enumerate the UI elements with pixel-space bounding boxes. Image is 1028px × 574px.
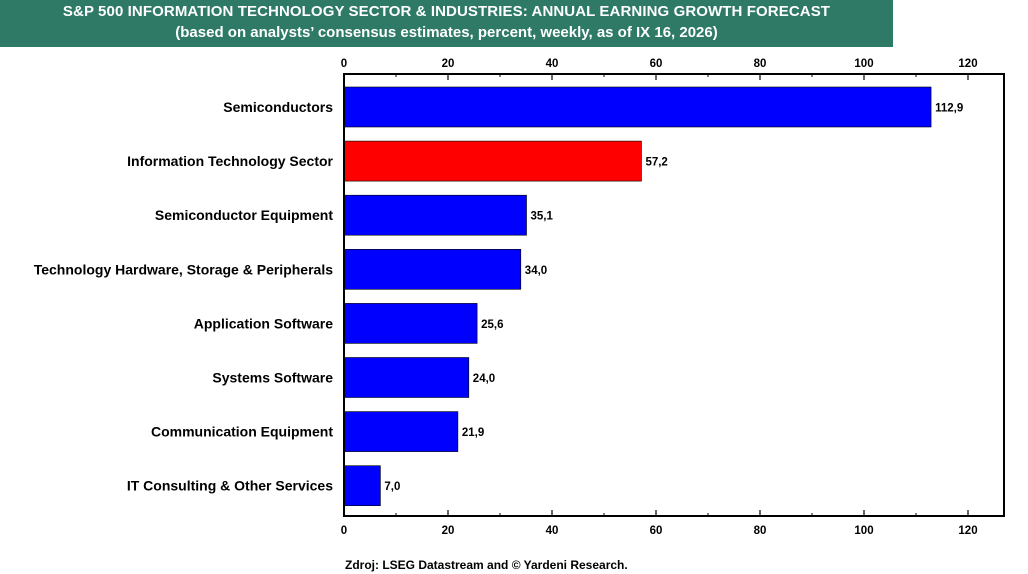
bar xyxy=(343,411,459,452)
category-label: Technology Hardware, Storage & Periphera… xyxy=(34,261,333,277)
title-banner: S&P 500 INFORMATION TECHNOLOGY SECTOR & … xyxy=(0,0,893,47)
bar-value-label: 112,9 xyxy=(935,103,963,115)
x-tick-label-top: 100 xyxy=(854,58,873,70)
category-label: Semiconductor Equipment xyxy=(155,207,333,223)
bar-value-label: 35,1 xyxy=(531,211,554,223)
category-label: Application Software xyxy=(194,315,333,331)
x-tick-label-bottom: 40 xyxy=(546,525,559,537)
x-tick-label-bottom: 120 xyxy=(958,525,977,537)
x-tick-label-bottom: 0 xyxy=(341,525,347,537)
x-tick-label-bottom: 100 xyxy=(854,525,873,537)
bar xyxy=(343,86,932,128)
bar xyxy=(343,249,522,290)
x-tick-label-top: 120 xyxy=(958,58,977,70)
x-tick-label-top: 0 xyxy=(341,58,347,70)
category-label: Communication Equipment xyxy=(151,424,333,440)
category-label: Information Technology Sector xyxy=(127,153,333,169)
chart-title: S&P 500 INFORMATION TECHNOLOGY SECTOR & … xyxy=(62,3,831,20)
x-tick-label-bottom: 20 xyxy=(442,525,455,537)
x-tick-label-top: 60 xyxy=(650,58,663,70)
bar-value-label: 21,9 xyxy=(462,427,484,439)
bar-value-label: 7,0 xyxy=(384,481,400,493)
bar xyxy=(343,357,470,398)
plot-frame xyxy=(343,73,1005,517)
x-tick-label-bottom: 80 xyxy=(754,525,767,537)
category-label: Systems Software xyxy=(212,370,333,386)
bar-value-label: 57,2 xyxy=(645,157,667,169)
category-label: Semiconductors xyxy=(223,99,333,115)
chart-subtitle: (based on analysts’ consensus estimates,… xyxy=(175,24,718,41)
x-tick-label-top: 80 xyxy=(754,58,767,70)
bars-group xyxy=(343,86,932,507)
bar-value-label: 34,0 xyxy=(525,265,547,277)
category-label: IT Consulting & Other Services xyxy=(127,478,333,494)
bar xyxy=(343,465,381,507)
x-tick-label-bottom: 60 xyxy=(650,525,663,537)
axis-ticks-group: 0 0 20 20 40 40 60 60 80 80 100 100 120 120 xyxy=(341,58,978,537)
bar xyxy=(343,140,642,182)
x-tick-label-top: 20 xyxy=(442,58,455,70)
x-tick-label-top: 40 xyxy=(546,58,559,70)
source-note: Zdroj: LSEG Datastream and © Yardeni Res… xyxy=(345,558,628,572)
bar-value-label: 25,6 xyxy=(481,319,503,331)
bar-value-label: 24,0 xyxy=(473,373,495,385)
bar xyxy=(343,303,478,344)
category-labels-group: 112,9 Semiconductors 57,2 Information Techn… xyxy=(34,99,964,494)
bar xyxy=(343,194,527,236)
